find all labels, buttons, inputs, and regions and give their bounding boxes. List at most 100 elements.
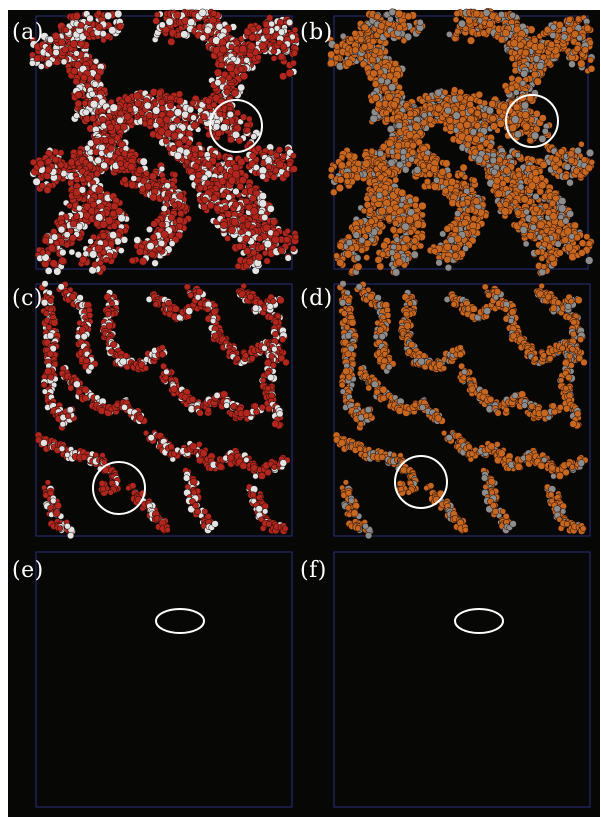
bead [215, 129, 223, 137]
bead [220, 191, 228, 199]
bead [109, 103, 118, 112]
bead [94, 156, 102, 165]
bead [464, 207, 472, 214]
bead [148, 172, 157, 181]
bead [489, 114, 497, 123]
bead [135, 247, 144, 256]
bead [51, 233, 59, 241]
bead [170, 144, 178, 152]
bead [191, 151, 199, 158]
bead [548, 199, 557, 208]
bead [242, 197, 250, 205]
bead [262, 223, 271, 232]
bead [94, 244, 103, 253]
bead [262, 27, 270, 35]
bead [165, 17, 174, 26]
bead [107, 144, 115, 152]
bead [235, 243, 244, 251]
bead [173, 151, 182, 160]
bead [560, 33, 568, 41]
bead [392, 176, 400, 184]
panel-a-label: (a) [12, 20, 44, 45]
bead [162, 115, 171, 124]
bead [350, 165, 358, 173]
bead [87, 238, 94, 245]
bead [219, 123, 229, 132]
bead [550, 23, 557, 31]
bead [244, 126, 251, 134]
bead [91, 261, 99, 268]
bead [463, 120, 471, 129]
bead [189, 99, 197, 107]
bead [82, 108, 90, 116]
panel-b: (b) [300, 8, 600, 277]
bead [508, 123, 518, 132]
bead [237, 83, 246, 92]
bead [63, 241, 71, 249]
bead [93, 170, 101, 178]
bead [276, 39, 283, 47]
bead [446, 31, 453, 38]
panel-a: (a) [8, 8, 300, 276]
bead [216, 110, 224, 118]
bead [223, 88, 231, 96]
bead [542, 202, 550, 210]
bead [235, 137, 244, 145]
bead [76, 205, 83, 212]
bead [109, 231, 118, 240]
panel-a-image [29, 8, 300, 276]
bead [53, 239, 61, 247]
bead [377, 22, 386, 30]
bead [59, 248, 67, 257]
bead [69, 39, 78, 49]
bead [265, 163, 273, 171]
bead [231, 170, 241, 179]
bead [243, 57, 250, 64]
bead [472, 9, 481, 18]
bead [83, 144, 91, 152]
bead [521, 111, 530, 120]
bead [445, 172, 453, 179]
bead [171, 202, 178, 209]
bead [180, 30, 189, 39]
bead [458, 171, 465, 178]
bead [160, 205, 168, 212]
bead [465, 16, 474, 25]
bead [76, 149, 84, 156]
bead [44, 59, 53, 68]
bead [219, 45, 227, 54]
bead [263, 257, 271, 265]
bead [121, 150, 129, 158]
bead [37, 63, 45, 70]
bead [280, 153, 287, 160]
bead [394, 141, 403, 150]
bead [435, 259, 443, 267]
bead [79, 255, 87, 264]
bead [562, 217, 570, 225]
bead [156, 89, 164, 97]
bead [270, 55, 278, 62]
bead [238, 215, 247, 224]
bead [390, 100, 399, 109]
bead [522, 49, 530, 57]
bead [533, 77, 542, 86]
bead [100, 36, 107, 44]
bead [500, 102, 508, 111]
bead [95, 185, 104, 194]
bead [377, 76, 385, 85]
bead [467, 107, 475, 115]
bead [148, 250, 156, 259]
bead [168, 123, 177, 132]
bead [458, 103, 466, 112]
bead [123, 112, 132, 121]
bead [272, 167, 280, 174]
bead [151, 259, 159, 267]
bead [330, 188, 338, 196]
bead [571, 221, 579, 230]
bead [470, 215, 478, 222]
bead [442, 159, 451, 168]
bead [444, 106, 452, 115]
bead [163, 195, 170, 202]
bead [210, 101, 218, 109]
bead [264, 156, 273, 164]
